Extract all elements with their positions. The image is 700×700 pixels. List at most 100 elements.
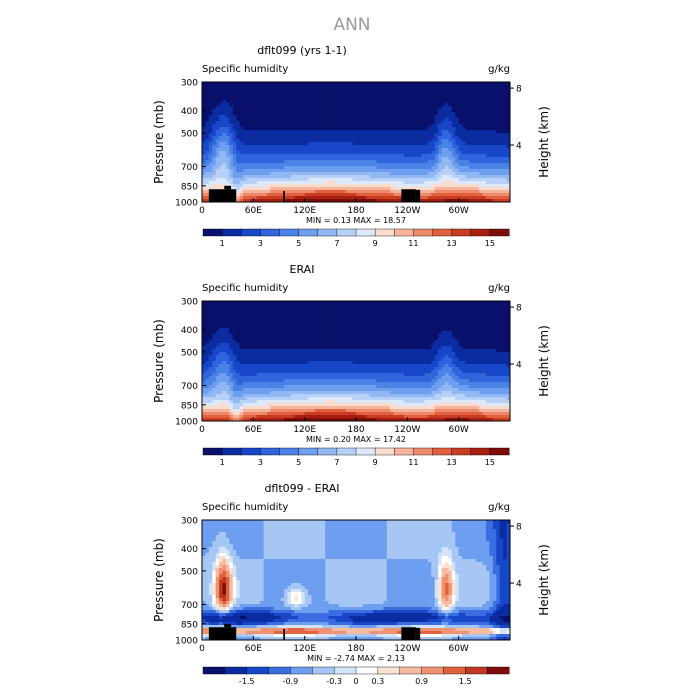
heatmap-cell: [462, 112, 466, 116]
heatmap-cell: [284, 319, 288, 323]
heatmap-cell: [267, 340, 271, 344]
heatmap-cell: [229, 340, 234, 344]
heatmap-cell: [486, 136, 490, 140]
heatmap-cell: [352, 193, 357, 197]
heatmap-cell: [386, 328, 391, 332]
heatmap-cell: [448, 322, 453, 326]
heatmap-cell: [356, 103, 360, 107]
heatmap-cell: [356, 121, 360, 125]
heatmap-cell: [448, 319, 453, 323]
heatmap-cell: [397, 145, 401, 149]
heatmap-cell: [506, 313, 511, 317]
heatmap-cell: [390, 334, 395, 338]
heatmap-cell: [260, 343, 264, 347]
heatmap-cell: [492, 310, 497, 314]
heatmap-cell: [492, 88, 497, 92]
heatmap-cell: [222, 91, 227, 95]
heatmap-cell: [294, 100, 299, 104]
heatmap-cell: [359, 337, 364, 341]
heatmap-cell: [253, 301, 258, 305]
heatmap-cell: [246, 85, 251, 89]
heatmap-cell: [219, 307, 223, 311]
heatmap-cell: [352, 136, 357, 140]
heatmap-cell: [294, 142, 299, 146]
heatmap-cell: [506, 196, 511, 200]
heatmap-cell: [277, 301, 282, 305]
heatmap-cell: [202, 154, 206, 158]
heatmap-cell: [479, 103, 484, 107]
heatmap-cell: [503, 151, 507, 155]
heatmap-cell: [301, 151, 306, 155]
heatmap-cell: [455, 112, 460, 116]
heatmap-cell: [263, 310, 268, 314]
heatmap-cell: [438, 190, 442, 194]
heatmap-cell: [349, 178, 353, 182]
heatmap-cell: [427, 340, 432, 344]
heatmap-cell: [400, 310, 405, 314]
heatmap-cell: [472, 85, 477, 89]
heatmap-cell: [287, 184, 292, 188]
heatmap-cell: [407, 322, 412, 326]
heatmap-cell: [229, 184, 234, 188]
heatmap-cell: [393, 139, 398, 143]
heatmap-cell: [314, 181, 319, 185]
heatmap-cell: [301, 301, 306, 305]
heatmap-cell: [417, 121, 422, 125]
heatmap-cell: [249, 163, 254, 167]
heatmap-cell: [229, 142, 234, 146]
heatmap-cell: [270, 163, 275, 167]
heatmap-cell: [424, 106, 429, 110]
heatmap-cell: [492, 340, 497, 344]
heatmap-cell: [246, 145, 251, 149]
heatmap-cell: [479, 337, 484, 341]
heatmap-cell: [249, 193, 254, 197]
heatmap-cell: [451, 172, 456, 176]
heatmap-cell: [455, 142, 460, 146]
heatmap-cell: [318, 145, 323, 149]
heatmap-cell: [297, 148, 302, 152]
heatmap-cell: [256, 133, 261, 137]
terrain-block: [208, 189, 237, 202]
heatmap-cell: [205, 307, 210, 311]
heatmap-cell: [451, 340, 456, 344]
heatmap-cell: [379, 97, 384, 101]
heatmap-cell: [383, 196, 388, 200]
heatmap-cell: [335, 337, 340, 341]
heatmap-cell: [304, 115, 309, 119]
heatmap-cell: [208, 124, 213, 128]
heatmap-cell: [482, 85, 487, 89]
heatmap-cell: [297, 196, 302, 200]
heatmap-cell: [479, 322, 484, 326]
heatmap-cell: [390, 313, 395, 317]
heatmap-cell: [356, 172, 360, 176]
heatmap-cell: [393, 328, 398, 332]
heatmap-cell: [263, 112, 268, 116]
heatmap-cell: [318, 331, 323, 335]
heatmap-cell: [290, 301, 295, 305]
heatmap-cell: [397, 88, 401, 92]
heatmap-cell: [215, 310, 220, 314]
heatmap-cell: [273, 310, 278, 314]
heatmap-cell: [338, 115, 343, 119]
heatmap-cell: [369, 193, 374, 197]
heatmap-cell: [451, 112, 456, 116]
heatmap-cell: [314, 340, 319, 344]
heatmap-cell: [246, 157, 251, 161]
heatmap-cell: [455, 334, 460, 338]
heatmap-cell: [407, 316, 412, 320]
heatmap-cell: [304, 103, 309, 107]
heatmap-cell: [345, 154, 350, 158]
heatmap-cell: [369, 154, 374, 158]
heatmap-cell: [427, 154, 432, 158]
heatmap-cell: [225, 109, 230, 113]
heatmap-cell: [212, 85, 217, 89]
heatmap-cell: [297, 175, 302, 179]
heatmap-cell: [243, 181, 247, 185]
heatmap-cell: [236, 340, 241, 344]
heatmap-cell: [277, 148, 282, 152]
heatmap-cell: [479, 97, 484, 101]
heatmap-cell: [506, 331, 511, 335]
heatmap-cell: [243, 85, 247, 89]
heatmap-cell: [311, 145, 316, 149]
heatmap-cell: [444, 106, 449, 110]
